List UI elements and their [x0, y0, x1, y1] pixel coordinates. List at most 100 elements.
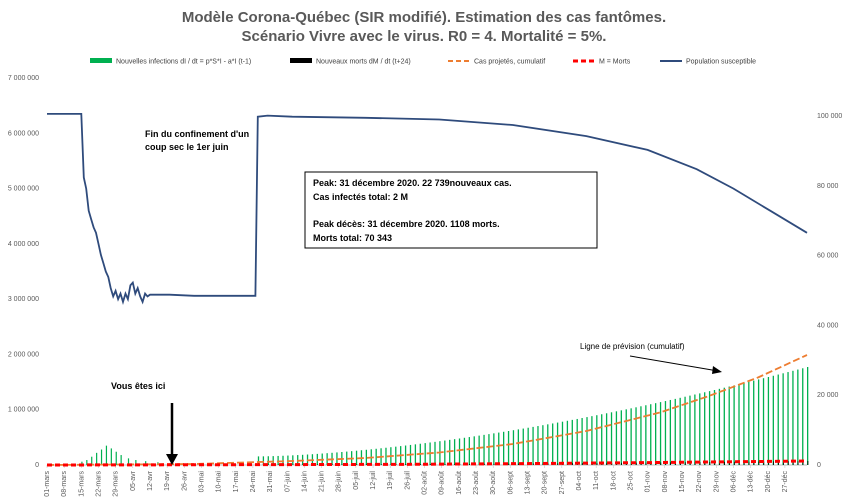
- new-infections-bar: [483, 434, 485, 465]
- new-infections-bar: [581, 418, 583, 465]
- x-tick-label: 13-sept: [525, 471, 532, 494]
- new-infections-bar: [718, 388, 721, 465]
- new-infections-bar: [532, 426, 534, 465]
- chart-title-line2: Scénario Vivre avec le virus. R0 = 4. Mo…: [242, 28, 607, 45]
- new-infections-bar: [807, 367, 809, 465]
- new-deaths-bar: [709, 461, 711, 465]
- x-tick-label: 04-oct: [576, 471, 583, 491]
- new-infections-bar: [127, 458, 130, 465]
- new-infections-bar: [669, 399, 672, 465]
- x-tick-label: 15-nov: [679, 471, 686, 493]
- new-deaths-bar: [787, 461, 789, 465]
- new-deaths-bar: [518, 463, 520, 465]
- new-infections-bar: [458, 438, 461, 465]
- new-infections-bar: [434, 441, 436, 465]
- confinement-label: Fin du confinement d'un coup sec le 1er j…: [145, 129, 249, 152]
- new-deaths-bar: [581, 463, 583, 465]
- y-left-tick-label: 0: [35, 462, 39, 469]
- x-tick-label: 07-juin: [284, 471, 291, 492]
- x-tick-label: 01-mars: [44, 471, 51, 497]
- new-infections-bar: [503, 431, 505, 465]
- new-infections-bar: [777, 374, 779, 465]
- new-infections-bar: [91, 456, 93, 465]
- new-infections-bar: [96, 452, 98, 465]
- new-infections-bar: [625, 409, 627, 465]
- new-infections-bar: [561, 421, 564, 465]
- new-infections-bar: [277, 455, 279, 465]
- new-infections-bar: [537, 426, 539, 465]
- y-left-tick-label: 4 000 000: [8, 241, 39, 248]
- x-tick-label: 30-août: [490, 471, 497, 495]
- new-infections-bar: [571, 419, 573, 465]
- x-tick-label: 18-oct: [610, 471, 617, 491]
- new-infections-bar: [488, 434, 490, 465]
- y-left-tick-label: 3 000 000: [8, 296, 39, 303]
- new-deaths-bar: [684, 462, 686, 465]
- new-infections-bar: [635, 407, 637, 465]
- x-tick-label: 05-juil: [353, 471, 360, 490]
- y-left-tick-label: 5 000 000: [8, 186, 39, 193]
- new-infections-bar: [552, 423, 554, 465]
- x-tick-label: 15-mars: [78, 471, 85, 497]
- new-infections-bar: [748, 381, 750, 465]
- new-infections-bar: [576, 418, 578, 465]
- new-deaths-bar: [606, 462, 608, 465]
- new-infections-bar: [797, 369, 799, 465]
- new-deaths-bar: [714, 461, 716, 465]
- new-infections-bar: [787, 372, 789, 465]
- new-infections-bar: [586, 417, 588, 465]
- new-infections-bar: [444, 440, 446, 465]
- x-tick-label: 27-sept: [559, 471, 566, 494]
- new-infections-bar: [105, 445, 108, 465]
- new-infections-bar: [723, 387, 725, 465]
- legend-label: Population susceptible: [686, 59, 756, 66]
- legend-item: Population susceptible: [660, 59, 756, 66]
- x-tick-label: 01-nov: [645, 471, 652, 493]
- x-tick-label: 14-juin: [301, 471, 308, 492]
- new-deaths-bar: [356, 464, 358, 465]
- legend-item: Nouvelles infections dI / dt = p*S*I - a…: [90, 58, 251, 66]
- legend-label: Cas projetés, cumulatif: [474, 59, 545, 66]
- new-infections-bar: [404, 445, 407, 465]
- new-infections-bar: [802, 368, 804, 465]
- new-deaths-bar: [557, 463, 559, 465]
- info-total-deaths: Morts total: 70 343: [313, 233, 392, 243]
- x-tick-label: 22-nov: [696, 471, 703, 493]
- new-infections-bar: [493, 433, 495, 465]
- new-deaths-bar: [738, 461, 740, 465]
- line-series: [46, 113, 808, 467]
- new-deaths-bar: [778, 461, 779, 465]
- x-tick-label: 16-août: [456, 471, 463, 495]
- y-left-tick-label: 7 000 000: [8, 75, 39, 82]
- info-peak-deaths: Peak décès: 31 décembre 2020. 1108 morts…: [313, 219, 500, 229]
- x-tick-label: 13-déc: [748, 471, 755, 493]
- info-peak-cases: Peak: 31 décembre 2020. 22 739nouveaux c…: [313, 178, 512, 188]
- forecast-arrowhead: [712, 366, 722, 374]
- you-are-here-arrowhead: [166, 454, 178, 465]
- x-tick-label: 24-mai: [250, 471, 257, 493]
- new-deaths-bar: [366, 464, 368, 465]
- x-axis: 01-mars 08-mars 15-mars 22-mars 29-mars 05-av…: [44, 464, 807, 497]
- new-infections-bar: [257, 456, 260, 465]
- x-tick-label: 10-mai: [216, 471, 223, 493]
- new-infections-bar: [738, 384, 740, 465]
- new-infections-bar: [792, 370, 794, 465]
- new-infections-bar: [522, 428, 524, 465]
- new-infections-bar: [267, 456, 269, 465]
- new-deaths-bar: [807, 461, 809, 465]
- info-total-infected: Cas infectés total: 2 M: [313, 192, 408, 202]
- new-deaths-bar: [420, 464, 421, 465]
- new-infections-bar: [620, 410, 622, 465]
- new-infections-bar: [664, 401, 667, 465]
- y-right-tick-label: 40 000: [817, 322, 839, 329]
- new-infections-bar: [110, 448, 112, 465]
- new-deaths-bar: [444, 464, 446, 465]
- x-tick-label: 26-juil: [404, 471, 411, 490]
- forecast-arrow: [629, 355, 719, 372]
- new-infections-bar: [355, 450, 358, 465]
- new-deaths-bar: [572, 463, 573, 465]
- new-infections-bar: [135, 460, 137, 465]
- y-left-tick-label: 6 000 000: [8, 130, 39, 137]
- x-tick-label: 06-déc: [730, 471, 737, 493]
- x-tick-label: 29-mars: [113, 471, 120, 497]
